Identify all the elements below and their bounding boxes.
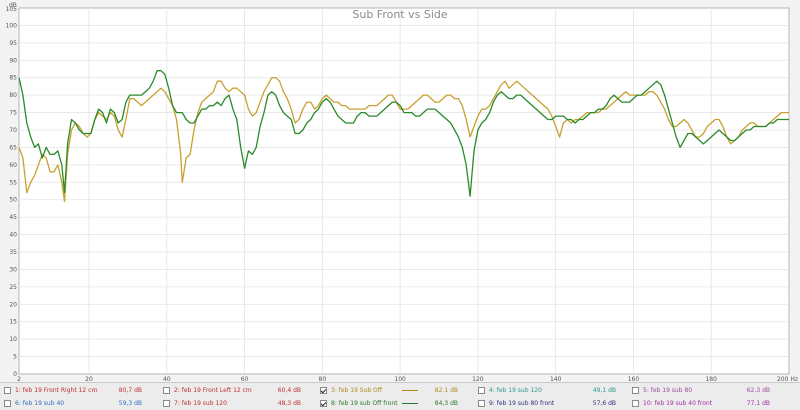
legend-value: 60,4 dB bbox=[277, 386, 301, 394]
y-tick-label: 55 bbox=[9, 179, 17, 186]
y-tick-label: 15 bbox=[9, 319, 17, 326]
legend-value: 57,6 dB bbox=[592, 399, 616, 407]
y-tick-label: 85 bbox=[9, 75, 17, 82]
x-tick-label: 180 bbox=[705, 376, 717, 381]
series-layer bbox=[18, 70, 789, 203]
tick-labels: 0 5 10 15 20 25 30 35 40 45 50 55 60 65 70 75 80 85 90 95 10… bbox=[6, 6, 798, 381]
legend-item-3[interactable]: 3: feb 19 Sub Off 82,1 dB bbox=[320, 384, 475, 396]
y-tick-label: 105 bbox=[6, 6, 18, 13]
y-axis-unit-label: dB bbox=[9, 2, 17, 9]
legend-label: 5: feb 19 sub 80 bbox=[643, 386, 693, 394]
legend-checkbox[interactable] bbox=[320, 386, 327, 394]
legend-value: 80,7 dB bbox=[118, 386, 142, 394]
legend-label: 3: feb 19 Sub Off bbox=[331, 386, 382, 394]
y-tick-label: 80 bbox=[9, 92, 17, 99]
legend-line-swatch bbox=[402, 390, 418, 391]
x-tick-label: 2 bbox=[17, 376, 21, 381]
y-tick-label: 75 bbox=[9, 110, 17, 117]
frequency-response-chart: 0 5 10 15 20 25 30 35 40 45 50 55 60 65 70 75 80 85 90 95 10… bbox=[5, 2, 798, 381]
plot-background bbox=[18, 7, 790, 375]
y-tick-label: 100 bbox=[6, 22, 18, 29]
y-tick-label: 5 bbox=[13, 354, 17, 361]
y-tick-label: 95 bbox=[9, 40, 17, 47]
legend-checkbox[interactable] bbox=[4, 386, 11, 394]
y-tick-label: 30 bbox=[9, 266, 17, 273]
x-tick-label: 140 bbox=[550, 376, 562, 381]
legend-label: 4: feb 19 sub 120 bbox=[489, 386, 542, 394]
legend-item-5[interactable]: 5: feb 19 sub 80 62,3 dB bbox=[632, 384, 787, 396]
legend-item-8[interactable]: 8: feb 19 sub Off front 84,3 dB bbox=[320, 397, 475, 409]
legend-checkbox[interactable] bbox=[478, 399, 485, 407]
legend-label: 10: feb 19 sub 40 front bbox=[643, 399, 713, 407]
y-tick-label: 70 bbox=[9, 127, 17, 134]
legend-value: 82,1 dB bbox=[434, 386, 458, 394]
legend-item-10[interactable]: 10: feb 19 sub 40 front 77,1 dB bbox=[632, 397, 787, 409]
chart-title: Sub Front vs Side bbox=[352, 8, 448, 21]
legend-item-7[interactable]: 7: feb 19 sub 120 48,3 dB bbox=[163, 397, 318, 409]
y-tick-label: 65 bbox=[9, 144, 17, 151]
legend-checkbox[interactable] bbox=[478, 386, 485, 394]
x-tick-label: 60 bbox=[241, 376, 249, 381]
legend-item-1[interactable]: 1: feb 19 Front Right 12 cm 80,7 dB bbox=[4, 384, 159, 396]
x-tick-label: 200 Hz bbox=[777, 376, 798, 381]
legend-label: 1: feb 19 Front Right 12 cm bbox=[15, 386, 98, 394]
legend-item-2[interactable]: 2: feb 19 Front Left 12 cm 60,4 dB bbox=[163, 384, 318, 396]
x-tick-label: 100 bbox=[394, 376, 406, 381]
legend-panel: 1: feb 19 Front Right 12 cm 80,7 dB 2: feb… bbox=[0, 382, 800, 410]
legend-checkbox[interactable] bbox=[4, 399, 11, 407]
legend-value: 49,1 dB bbox=[592, 386, 616, 394]
legend-checkbox[interactable] bbox=[632, 399, 639, 407]
legend-item-9[interactable]: 9: feb 19 sub 80 front 57,6 dB bbox=[478, 397, 633, 409]
legend-value: 62,3 dB bbox=[746, 386, 770, 394]
legend-label: 9: feb 19 sub 80 front bbox=[489, 399, 555, 407]
legend-value: 84,3 dB bbox=[434, 399, 458, 407]
legend-label: 6: feb 19 sub 40 bbox=[15, 399, 65, 407]
x-tick-label: 80 bbox=[319, 376, 327, 381]
x-tick-label: 120 bbox=[472, 376, 484, 381]
y-tick-label: 60 bbox=[9, 162, 17, 169]
y-tick-label: 40 bbox=[9, 232, 17, 239]
x-tick-label: 40 bbox=[163, 376, 171, 381]
legend-checkbox[interactable] bbox=[320, 399, 327, 407]
y-tick-label: 10 bbox=[9, 336, 17, 343]
y-tick-label: 0 bbox=[13, 371, 17, 378]
y-tick-label: 45 bbox=[9, 214, 17, 221]
series-line-2 bbox=[18, 70, 789, 197]
legend-line-swatch bbox=[402, 403, 418, 404]
legend-checkbox[interactable] bbox=[163, 386, 170, 394]
legend-label: 7: feb 19 sub 120 bbox=[174, 399, 227, 407]
chart-area: 0 5 10 15 20 25 30 35 40 45 50 55 60 65 70 75 80 85 90 95 10… bbox=[5, 2, 798, 381]
x-tick-label: 160 bbox=[628, 376, 640, 381]
legend-item-6[interactable]: 6: feb 19 sub 40 59,3 dB bbox=[4, 397, 159, 409]
legend-value: 59,3 dB bbox=[118, 399, 142, 407]
legend-label: 8: feb 19 sub Off front bbox=[331, 399, 398, 407]
x-tick-label: 20 bbox=[85, 376, 93, 381]
legend-checkbox[interactable] bbox=[632, 386, 639, 394]
legend-item-4[interactable]: 4: feb 19 sub 120 49,1 dB bbox=[478, 384, 633, 396]
y-tick-label: 35 bbox=[9, 249, 17, 256]
y-tick-label: 50 bbox=[9, 197, 17, 204]
y-tick-label: 90 bbox=[9, 57, 17, 64]
legend-label: 2: feb 19 Front Left 12 cm bbox=[174, 386, 252, 394]
y-tick-label: 25 bbox=[9, 284, 17, 291]
legend-value: 77,1 dB bbox=[746, 399, 770, 407]
legend-checkbox[interactable] bbox=[163, 399, 170, 407]
y-tick-label: 20 bbox=[9, 301, 17, 308]
legend-value: 48,3 dB bbox=[277, 399, 301, 407]
